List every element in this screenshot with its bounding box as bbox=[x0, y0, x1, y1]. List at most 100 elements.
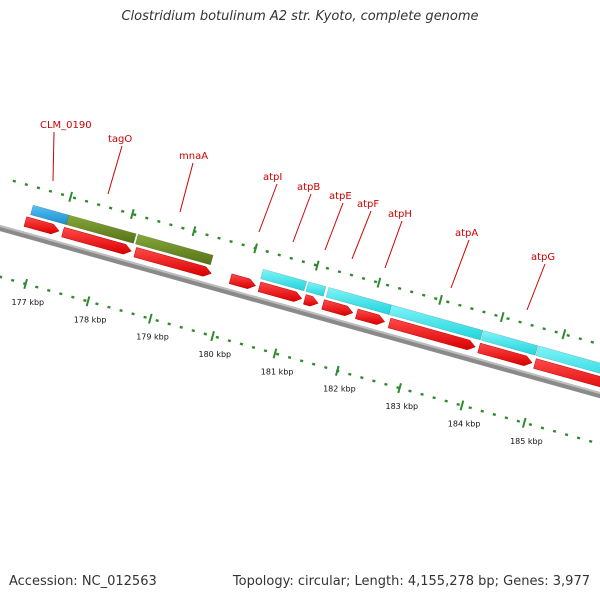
outer-dotted-track bbox=[590, 340, 595, 344]
inner-dotted-track bbox=[167, 322, 171, 326]
kbp-tick-label: 178 kbp bbox=[74, 315, 107, 324]
inner-dotted-track bbox=[576, 436, 581, 440]
cds-arrow[interactable] bbox=[228, 273, 257, 289]
gene-leader-line bbox=[324, 202, 344, 251]
cog-bar-cyan[interactable] bbox=[388, 304, 484, 341]
inner-dotted-track bbox=[504, 416, 509, 420]
gene-label-atpe[interactable]: atpE bbox=[329, 191, 352, 202]
cds-arrow[interactable] bbox=[321, 299, 354, 317]
inner-dotted-track bbox=[588, 439, 593, 443]
cog-bar-cyan[interactable] bbox=[535, 345, 600, 385]
outer-dotted-track bbox=[133, 213, 137, 217]
cog-bar-olive[interactable] bbox=[65, 214, 137, 244]
inner-dotted-track bbox=[215, 335, 220, 339]
outer-dotted-track bbox=[578, 337, 582, 341]
cds-arrow[interactable] bbox=[477, 342, 533, 366]
cog-bar-cyan[interactable] bbox=[260, 268, 308, 292]
cds-arrow[interactable] bbox=[23, 216, 60, 235]
kbp-tick-label: 179 kbp bbox=[136, 333, 169, 342]
inner-major-tick bbox=[397, 383, 402, 394]
gene-label-clm-0190[interactable]: CLM_0190 bbox=[40, 120, 92, 131]
outer-major-tick bbox=[130, 208, 135, 220]
gene-label-atph[interactable]: atpH bbox=[388, 209, 412, 220]
inner-dotted-track bbox=[35, 285, 39, 289]
inner-dotted-track bbox=[239, 342, 244, 346]
outer-dotted-track bbox=[494, 313, 498, 317]
outer-dotted-track bbox=[530, 323, 534, 327]
genome-backbone-highlight bbox=[0, 224, 600, 395]
outer-dotted-track bbox=[84, 199, 89, 203]
inner-dotted-track bbox=[143, 315, 147, 319]
gene-label-atpg[interactable]: atpG bbox=[531, 252, 555, 263]
outer-dotted-track bbox=[446, 300, 450, 304]
inner-dotted-track bbox=[203, 332, 208, 336]
inner-dotted-track bbox=[360, 376, 364, 380]
cog-bar-olive[interactable] bbox=[135, 233, 214, 266]
kbp-tick-label: 182 kbp bbox=[323, 385, 356, 394]
gene-leader-line bbox=[292, 193, 312, 243]
cds-arrow[interactable] bbox=[303, 294, 319, 307]
cog-bar-cyan[interactable] bbox=[480, 330, 539, 356]
genome-summary-text: Topology: circular; Length: 4,155,278 bp… bbox=[232, 574, 590, 589]
cds-arrow[interactable] bbox=[133, 247, 212, 277]
cog-bar-cyan[interactable] bbox=[305, 281, 327, 297]
outer-dotted-track bbox=[277, 253, 281, 257]
outer-dotted-track bbox=[72, 196, 77, 200]
gene-leader-line bbox=[52, 131, 55, 182]
outer-dotted-track bbox=[229, 240, 233, 244]
cds-arrow[interactable] bbox=[533, 358, 600, 396]
gene-label-mnaa[interactable]: mnaA bbox=[179, 151, 208, 162]
accession-text: Accession: NC_012563 bbox=[9, 574, 157, 589]
outer-dotted-track bbox=[506, 317, 510, 321]
inner-dotted-track bbox=[444, 399, 448, 403]
inner-dotted-track bbox=[95, 302, 99, 306]
outer-dotted-track bbox=[361, 276, 366, 280]
gene-leader-line bbox=[526, 263, 546, 311]
outer-dotted-track bbox=[385, 283, 390, 287]
inner-dotted-track bbox=[251, 345, 256, 349]
inner-dotted-track bbox=[227, 339, 232, 343]
cds-arrow[interactable] bbox=[355, 308, 386, 325]
outer-dotted-track bbox=[422, 293, 426, 297]
gene-leader-line bbox=[384, 220, 403, 269]
outer-major-tick bbox=[438, 294, 443, 305]
gene-leader-line bbox=[450, 239, 470, 289]
inner-major-tick bbox=[334, 365, 340, 376]
kbp-tick-label: 180 kbp bbox=[199, 350, 232, 359]
inner-dotted-track bbox=[348, 372, 352, 376]
inner-major-tick bbox=[147, 313, 153, 324]
cds-arrow[interactable] bbox=[257, 281, 303, 302]
gene-label-atpb[interactable]: atpB bbox=[297, 182, 320, 193]
outer-dotted-track bbox=[108, 206, 113, 210]
inner-dotted-track bbox=[528, 423, 533, 427]
gene-label-tago[interactable]: tagO bbox=[108, 134, 132, 145]
gene-leader-line bbox=[258, 183, 278, 233]
outer-dotted-track bbox=[337, 270, 342, 274]
inner-dotted-track bbox=[83, 298, 87, 302]
inner-dotted-track bbox=[119, 309, 123, 313]
inner-major-tick bbox=[210, 330, 215, 342]
inner-dotted-track bbox=[59, 292, 63, 296]
outer-dotted-track bbox=[542, 327, 546, 331]
inner-major-tick bbox=[23, 278, 28, 290]
inner-dotted-track bbox=[540, 426, 545, 430]
outer-dotted-track bbox=[24, 183, 29, 187]
outer-major-tick bbox=[314, 260, 320, 271]
inner-major-tick bbox=[459, 400, 465, 411]
outer-major-tick bbox=[376, 277, 382, 288]
inner-dotted-track bbox=[47, 288, 51, 292]
inner-dotted-track bbox=[480, 409, 484, 413]
outer-dotted-track bbox=[60, 193, 65, 197]
map-title: Clostridium botulinum A2 str. Kyoto, com… bbox=[121, 9, 479, 24]
gene-label-atpa[interactable]: atpA bbox=[455, 228, 478, 239]
outer-major-tick bbox=[561, 329, 567, 340]
outer-dotted-track bbox=[397, 286, 402, 290]
gene-label-atpf[interactable]: atpF bbox=[357, 199, 379, 210]
gene-label-atpi[interactable]: atpI bbox=[263, 172, 282, 183]
outer-dotted-track bbox=[458, 303, 462, 307]
cds-arrow[interactable] bbox=[61, 226, 132, 255]
inner-dotted-track bbox=[324, 366, 328, 370]
cds-arrow[interactable] bbox=[387, 317, 476, 351]
inner-dotted-track bbox=[107, 305, 111, 309]
